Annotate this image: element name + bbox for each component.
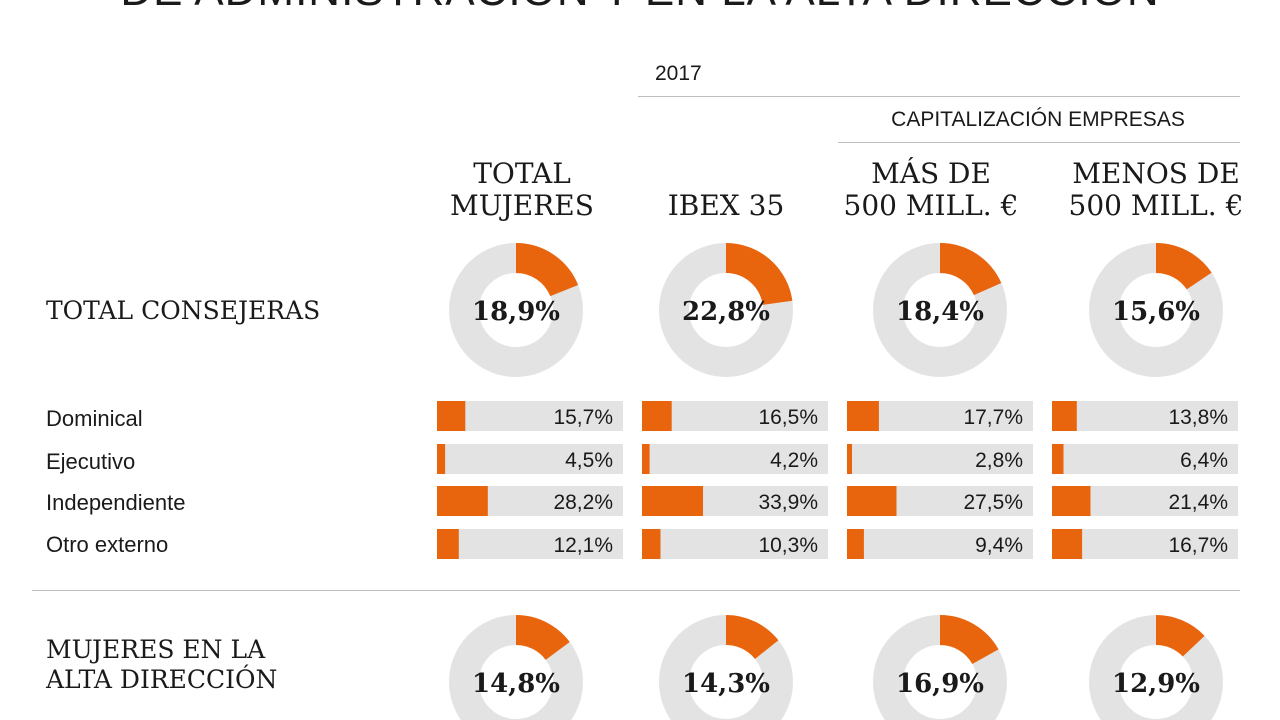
column-header-mas-de-500: MÁS DE 500 MILL. € bbox=[826, 158, 1036, 222]
consejeras-donut-value: 22,8% bbox=[682, 297, 770, 327]
bar-track bbox=[437, 401, 623, 431]
row-label-line: ALTA DIRECCIÓN bbox=[46, 665, 278, 694]
bar-value-label: 2,8% bbox=[975, 449, 1023, 472]
consejeras-donut-value: 18,9% bbox=[472, 297, 560, 327]
alta-direccion-donut-slice bbox=[515, 615, 570, 661]
bar bbox=[847, 401, 879, 431]
column-header-total-mujeres: TOTAL MUJERES bbox=[417, 158, 627, 222]
consejeras-donut-value: 15,6% bbox=[1112, 297, 1200, 327]
row-label-total-consejeras: TOTAL CONSEJERAS bbox=[46, 296, 321, 325]
bar bbox=[437, 444, 446, 474]
row-label-alta-direccion: MUJERES EN LA ALTA DIRECCIÓN bbox=[46, 635, 277, 695]
bar-track bbox=[1052, 444, 1238, 474]
year-label: 2017 bbox=[655, 62, 702, 85]
bar-value-label: 10,3% bbox=[758, 534, 818, 557]
alta-direccion-donut-slice bbox=[725, 615, 779, 660]
bar bbox=[847, 444, 852, 474]
bar-track bbox=[642, 401, 828, 431]
bar-value-label: 33,9% bbox=[758, 491, 818, 514]
bar bbox=[1052, 444, 1064, 474]
column-header-line: TOTAL bbox=[473, 157, 571, 190]
consejeras-donut-slice bbox=[939, 243, 1002, 296]
group-header: CAPITALIZACIÓN EMPRESAS bbox=[891, 108, 1185, 131]
bar bbox=[437, 401, 466, 431]
chart-title: DE ADMINISTRACIÓN Y EN LA ALTA DIRECCIÓN bbox=[0, 0, 1280, 16]
row-label-dominical: Dominical bbox=[46, 406, 143, 431]
column-header-line: 500 MILL. € bbox=[843, 189, 1019, 222]
alta-direccion-donut-slice bbox=[939, 615, 999, 665]
bar-value-label: 15,7% bbox=[553, 406, 613, 429]
bar bbox=[642, 401, 672, 431]
column-header-line: MÁS DE bbox=[871, 157, 991, 190]
bar bbox=[1052, 486, 1091, 516]
bar-track bbox=[437, 444, 623, 474]
bar-track bbox=[642, 529, 828, 559]
column-header-line: MENOS DE bbox=[1072, 157, 1240, 190]
bar-value-label: 27,5% bbox=[963, 491, 1023, 514]
column-header-line: 500 MILL. € bbox=[1068, 189, 1244, 222]
year-rule bbox=[638, 96, 1240, 97]
consejeras-donut-slice bbox=[725, 243, 793, 306]
bar-value-label: 4,5% bbox=[565, 449, 613, 472]
bar bbox=[437, 529, 459, 559]
bar-value-label: 9,4% bbox=[975, 534, 1023, 557]
row-label-line: MUJERES EN LA bbox=[46, 635, 266, 664]
consejeras-donut-slice bbox=[515, 243, 579, 297]
bar-value-label: 16,5% bbox=[758, 406, 818, 429]
bar bbox=[1052, 529, 1083, 559]
bar-track bbox=[1052, 529, 1238, 559]
bar-value-label: 21,4% bbox=[1168, 491, 1228, 514]
bar-value-label: 17,7% bbox=[963, 406, 1023, 429]
alta-direccion-donut-value: 12,9% bbox=[1112, 669, 1200, 699]
bar-value-label: 6,4% bbox=[1180, 449, 1228, 472]
group-rule bbox=[838, 142, 1240, 143]
consejeras-donut-value: 18,4% bbox=[896, 297, 984, 327]
bar-track bbox=[1052, 401, 1238, 431]
bar-track bbox=[847, 529, 1033, 559]
column-header-menos-de-500: MENOS DE 500 MILL. € bbox=[1051, 158, 1261, 222]
bar bbox=[642, 486, 703, 516]
bar bbox=[437, 486, 488, 516]
column-header-line: MUJERES bbox=[450, 189, 594, 222]
bar-track bbox=[642, 444, 828, 474]
bar bbox=[847, 486, 897, 516]
bar bbox=[642, 444, 650, 474]
bar-value-label: 13,8% bbox=[1168, 406, 1228, 429]
column-header-line: IBEX 35 bbox=[667, 189, 785, 222]
bar-value-label: 12,1% bbox=[553, 534, 613, 557]
row-label-otro-externo: Otro externo bbox=[46, 532, 169, 557]
row-label-ejecutivo: Ejecutivo bbox=[46, 449, 136, 474]
bar bbox=[642, 529, 661, 559]
alta-direccion-donut-value: 14,8% bbox=[472, 669, 560, 699]
section-divider bbox=[32, 590, 1240, 591]
bar bbox=[847, 529, 864, 559]
alta-direccion-donut-value: 16,9% bbox=[896, 669, 984, 699]
bar-value-label: 4,2% bbox=[770, 449, 818, 472]
bar-value-label: 16,7% bbox=[1168, 534, 1228, 557]
consejeras-donut-slice bbox=[1155, 243, 1212, 291]
bar-value-label: 28,2% bbox=[553, 491, 613, 514]
column-header-ibex35: IBEX 35 bbox=[621, 158, 831, 222]
bar-track bbox=[437, 529, 623, 559]
bar bbox=[1052, 401, 1077, 431]
alta-direccion-donut-slice bbox=[1155, 615, 1205, 658]
row-label-independiente: Independiente bbox=[46, 490, 186, 515]
alta-direccion-donut-value: 14,3% bbox=[682, 669, 770, 699]
bar-track bbox=[847, 444, 1033, 474]
